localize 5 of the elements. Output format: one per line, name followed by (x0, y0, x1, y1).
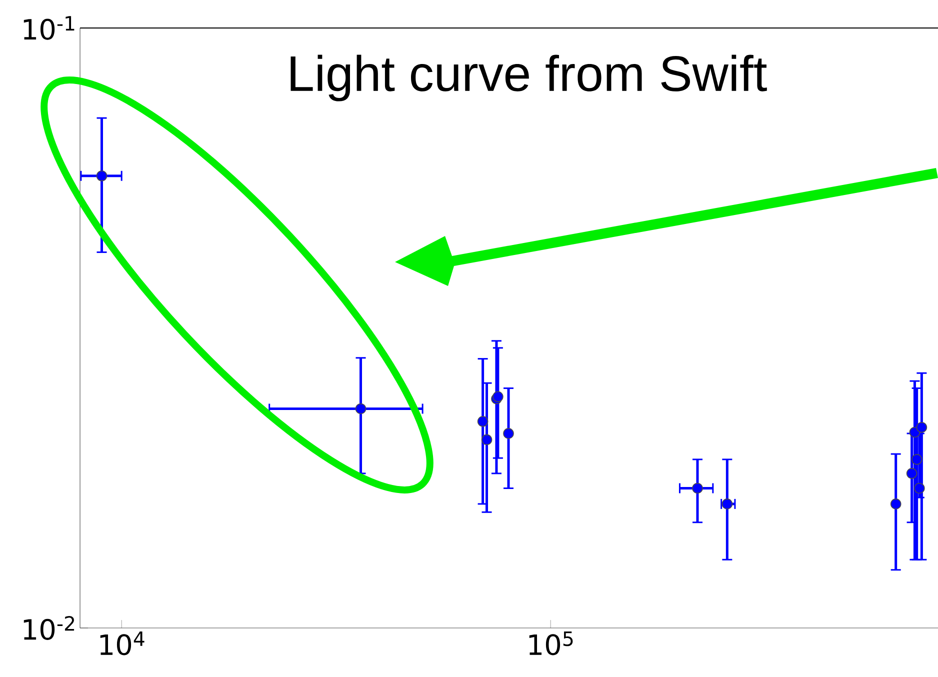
x-tick-label: 10$^{4}$ (100, 632, 144, 656)
y-tick-label: 10$^{-2}$ (24, 616, 74, 640)
y-tick-label: 10$^{-1}$ (24, 16, 74, 40)
annotation: Light curve from Swift (290, 54, 767, 102)
x-tick-label: 10$^{5}$ (529, 632, 573, 656)
